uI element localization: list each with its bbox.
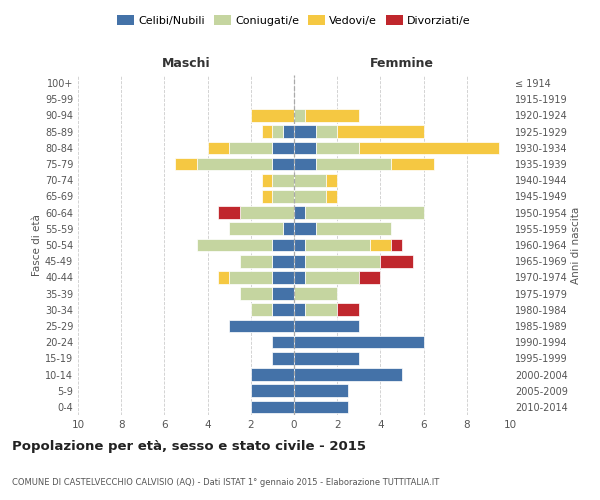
Bar [294,384,348,397]
Bar [229,320,294,332]
Bar [283,222,294,235]
Bar [229,222,283,235]
Bar [294,368,402,381]
Bar [251,400,294,413]
Bar [175,158,197,170]
Bar [272,304,294,316]
Bar [294,255,305,268]
Bar [380,255,413,268]
Bar [305,238,370,252]
Bar [294,320,359,332]
Text: Maschi: Maschi [161,57,211,70]
Bar [272,126,283,138]
Bar [305,271,359,283]
Bar [272,238,294,252]
Bar [229,271,272,283]
Y-axis label: Fasce di età: Fasce di età [32,214,42,276]
Bar [283,126,294,138]
Bar [272,352,294,364]
Bar [305,255,380,268]
Bar [294,222,316,235]
Bar [391,238,402,252]
Text: COMUNE DI CASTELVECCHIO CALVISIO (AQ) - Dati ISTAT 1° gennaio 2015 - Elaborazion: COMUNE DI CASTELVECCHIO CALVISIO (AQ) - … [12,478,439,487]
Bar [326,174,337,186]
Bar [272,255,294,268]
Bar [316,142,359,154]
Bar [197,238,272,252]
Bar [359,271,380,283]
Bar [326,190,337,202]
Text: Femmine: Femmine [370,57,434,70]
Y-axis label: Anni di nascita: Anni di nascita [571,206,581,284]
Bar [294,190,326,202]
Bar [272,142,294,154]
Bar [294,304,305,316]
Bar [294,206,305,219]
Bar [294,288,337,300]
Bar [316,222,391,235]
Bar [251,368,294,381]
Bar [272,190,294,202]
Bar [262,190,272,202]
Bar [294,158,316,170]
Bar [251,109,294,122]
Bar [316,126,337,138]
Bar [305,109,359,122]
Bar [316,158,391,170]
Text: Popolazione per età, sesso e stato civile - 2015: Popolazione per età, sesso e stato civil… [12,440,366,453]
Bar [240,288,272,300]
Bar [294,352,359,364]
Bar [262,126,272,138]
Bar [218,206,240,219]
Bar [218,271,229,283]
Bar [251,384,294,397]
Bar [197,158,272,170]
Bar [272,158,294,170]
Bar [305,206,424,219]
Bar [337,304,359,316]
Bar [294,109,305,122]
Bar [272,271,294,283]
Bar [294,271,305,283]
Bar [294,174,326,186]
Bar [337,126,424,138]
Bar [262,174,272,186]
Bar [359,142,499,154]
Bar [208,142,229,154]
Bar [294,336,424,348]
Bar [294,400,348,413]
Bar [294,142,316,154]
Bar [229,142,272,154]
Bar [251,304,272,316]
Bar [305,304,337,316]
Bar [294,126,316,138]
Bar [272,288,294,300]
Bar [272,336,294,348]
Bar [240,206,294,219]
Bar [240,255,272,268]
Bar [370,238,391,252]
Legend: Celibi/Nubili, Coniugati/e, Vedovi/e, Divorziati/e: Celibi/Nubili, Coniugati/e, Vedovi/e, Di… [113,10,475,30]
Bar [272,174,294,186]
Bar [391,158,434,170]
Bar [294,238,305,252]
